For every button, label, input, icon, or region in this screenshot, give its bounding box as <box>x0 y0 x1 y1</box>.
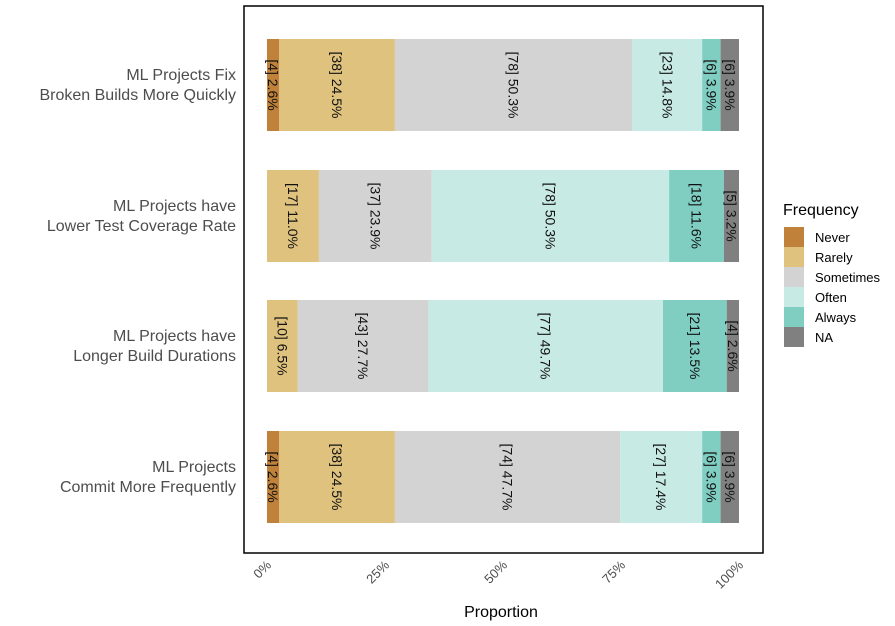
bar-segment-often <box>632 39 703 131</box>
bar-segment-na <box>720 39 739 131</box>
panel-border <box>243 5 764 554</box>
data-label: [5] 3.2% <box>723 190 739 241</box>
x-axis-title: Proportion <box>464 604 538 621</box>
category-label-line: Broken Builds More Quickly <box>39 87 236 104</box>
category-label: ML Projects have Lower Test Coverage Rate <box>47 198 236 235</box>
x-tick-label: 75% <box>599 557 628 586</box>
legend-swatch-always <box>784 307 804 327</box>
data-label: [4] 2.6% <box>265 59 281 110</box>
data-label: [38] 24.5% <box>329 52 345 119</box>
data-label: [6] 3.9% <box>703 451 719 502</box>
legend-label: Sometimes <box>815 270 881 285</box>
category-label: ML Projects have Longer Build Durations <box>73 328 236 365</box>
bar-segment-rarely <box>279 39 395 131</box>
category-label-line: ML Projects <box>152 459 236 476</box>
x-tick-label: 0% <box>250 557 274 581</box>
bar-segment-sometimes <box>318 170 432 262</box>
category-label-line: ML Projects Fix <box>126 67 236 84</box>
bar-segment-always <box>663 300 727 392</box>
data-label: [37] 23.9% <box>367 183 383 250</box>
data-label: [4] 2.6% <box>725 320 741 371</box>
legend-swatch-often <box>784 287 804 307</box>
bar-segment-na <box>720 431 739 523</box>
legend-label: Always <box>815 310 857 325</box>
bar-segment-always <box>702 431 721 523</box>
data-label: [38] 24.5% <box>329 444 345 511</box>
bar-segment-always <box>702 39 721 131</box>
bar-segment-sometimes <box>297 300 429 392</box>
x-tick-label: 100% <box>712 557 746 591</box>
bars-group: [4] 2.6% [38] 24.5% [78] 50.3% [23] 14.8% [6… <box>265 39 741 523</box>
category-label-line: Lower Test Coverage Rate <box>47 218 236 235</box>
x-tick-label: 50% <box>481 557 510 586</box>
data-label: [74] 47.7% <box>499 444 515 511</box>
data-label: [27] 17.4% <box>653 444 669 511</box>
bar-segment-na <box>723 170 739 262</box>
legend-label: Never <box>815 230 850 245</box>
data-label: [43] 27.7% <box>355 313 371 380</box>
data-label: [23] 14.8% <box>659 52 675 119</box>
data-label: [17] 11.0% <box>285 183 301 249</box>
data-label: [78] 50.3% <box>542 183 558 250</box>
legend-label: Often <box>815 290 847 305</box>
data-label: [10] 6.5% <box>274 316 290 375</box>
bar-segment-often <box>620 431 703 523</box>
data-label: [78] 50.3% <box>506 52 522 119</box>
data-label: [21] 13.5% <box>687 313 703 380</box>
data-label: [6] 3.9% <box>722 451 738 502</box>
bar-segment-often <box>431 170 670 262</box>
legend-label: Rarely <box>815 250 853 265</box>
category-label-line: ML Projects have <box>113 328 236 345</box>
category-label-line: ML Projects have <box>113 198 236 215</box>
category-label: ML Projects Fix Broken Builds More Quickl… <box>39 67 236 104</box>
bar-segment-rarely <box>279 431 395 523</box>
data-label: [18] 11.6% <box>689 183 705 249</box>
data-label: [4] 2.6% <box>265 451 281 502</box>
category-label: ML Projects Commit More Frequently <box>60 459 236 496</box>
bar-segment-never <box>267 39 280 131</box>
data-label: [77] 49.7% <box>538 313 554 380</box>
bar-segment-often <box>428 300 663 392</box>
legend-label: NA <box>815 330 833 345</box>
bar-segment-rarely <box>267 170 319 262</box>
data-label: [6] 3.9% <box>722 59 738 110</box>
bar-segment-sometimes <box>394 39 633 131</box>
legend-swatch-rarely <box>784 247 804 267</box>
bar-segment-na <box>726 300 739 392</box>
bar-segment-always <box>669 170 724 262</box>
bar-segment-rarely <box>267 300 298 392</box>
bar-segment-sometimes <box>394 431 621 523</box>
category-label-line: Longer Build Durations <box>73 348 236 365</box>
category-label-line: Commit More Frequently <box>60 479 236 496</box>
legend: Frequency Never Rarely Sometimes Often Always… <box>783 202 881 347</box>
bar-segment-never <box>267 431 280 523</box>
data-label: [6] 3.9% <box>703 59 719 110</box>
x-tick-label: 25% <box>363 557 392 586</box>
category-labels: ML Projects Fix Broken Builds More Quickl… <box>39 67 236 496</box>
legend-swatch-na <box>784 327 804 347</box>
legend-swatch-sometimes <box>784 267 804 287</box>
legend-title: Frequency <box>783 202 859 219</box>
legend-swatch-never <box>784 227 804 247</box>
x-axis-ticks: 0% 25% 50% 75% 100% <box>250 557 746 591</box>
